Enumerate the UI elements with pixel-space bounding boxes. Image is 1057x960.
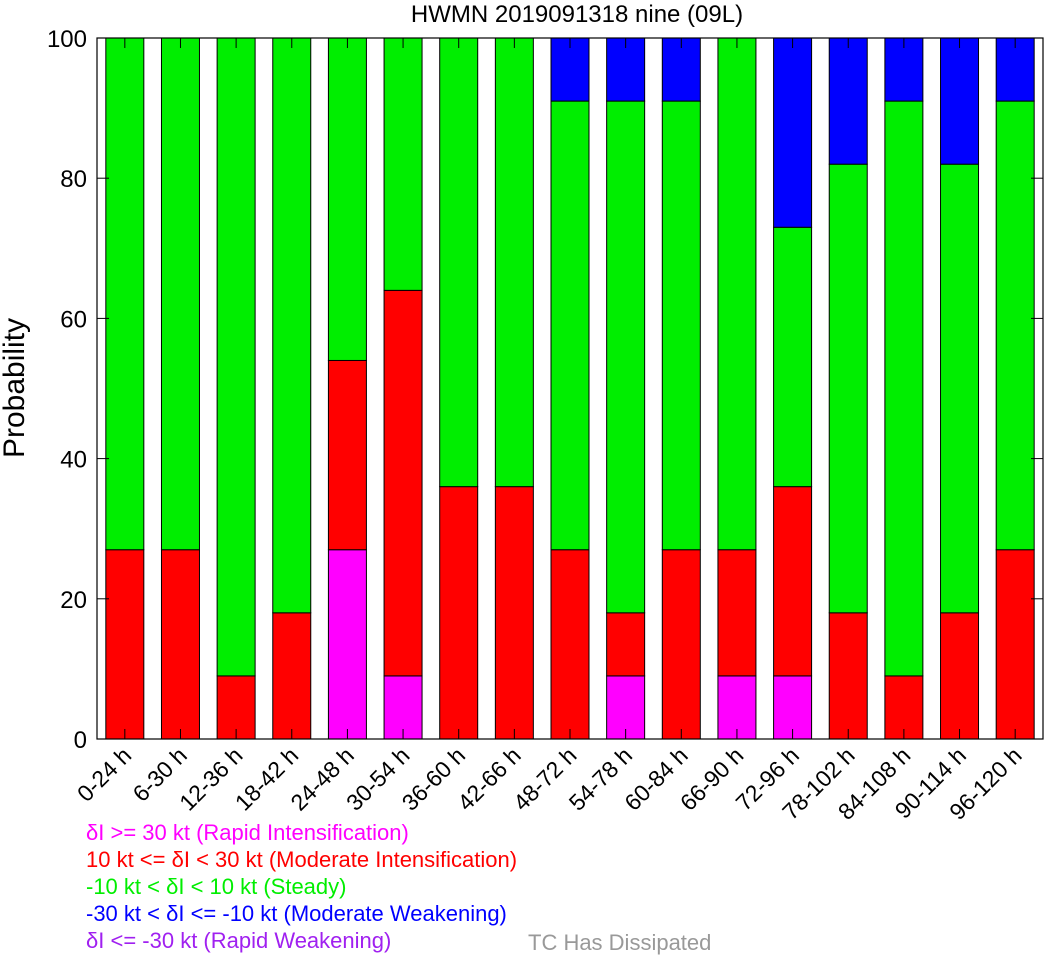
bar-segment-st-1 [160,37,200,551]
bar-segment-mi-2 [216,675,256,740]
bar-segment-mw-15 [940,37,980,165]
bar-segment-st-6 [439,37,479,488]
bar-segment-mi-4 [327,359,367,551]
bar-segment-ri-9 [606,675,646,740]
bar-segment-mw-12 [773,37,813,228]
y-tick-label-3: 60 [60,306,87,333]
legend-entry-mi: 10 kt <= δI < 30 kt (Moderate Intensific… [86,847,518,872]
bar-segment-mi-9 [606,612,646,677]
bar-segment-mi-10 [661,549,701,740]
y-tick-label-2: 40 [60,447,87,474]
bar-segment-st-15 [940,163,980,614]
bar-segment-st-7 [494,37,534,488]
axes-layer [96,37,1044,740]
legend-dissipated: TC Has Dissipated [528,930,712,955]
bar-segment-mi-3 [272,612,312,740]
bar-segment-st-3 [272,37,312,614]
bar-segment-st-4 [327,37,367,361]
bar-segment-st-5 [383,37,423,291]
bars-layer [105,37,1035,740]
bar-segment-mi-0 [105,549,145,740]
legend-entry-ri: δI >= 30 kt (Rapid Intensification) [86,820,409,845]
legend-entry-mw: -30 kt < δI <= -10 kt (Moderate Weakenin… [86,901,507,926]
y-tick-label-0: 0 [74,727,87,754]
bar-segment-st-11 [717,37,757,551]
bar-segment-mi-12 [773,486,813,677]
bar-segment-st-8 [550,100,590,551]
bar-segment-mi-7 [494,486,534,740]
y-tick-label-4: 80 [60,166,87,193]
bar-segment-mi-6 [439,486,479,740]
bar-segment-mw-13 [828,37,868,165]
bar-segment-mi-13 [828,612,868,740]
bar-segment-st-16 [995,100,1035,551]
y-tick-labels: 0 20 40 60 80 100 [47,26,87,754]
y-tick-label-1: 20 [60,587,87,614]
bar-segment-st-14 [884,100,924,677]
bar-segment-st-13 [828,163,868,614]
bar-segment-mi-11 [717,549,757,677]
bar-segment-st-0 [105,37,145,551]
bar-segment-mw-9 [606,37,646,102]
bar-segment-mi-1 [160,549,200,740]
bar-segment-ri-5 [383,675,423,740]
bar-segment-st-9 [606,100,646,614]
bar-segment-ri-12 [773,675,813,740]
y-axis-label: Probability [0,318,31,458]
bar-segment-mi-15 [940,612,980,740]
bar-segment-mw-14 [884,37,924,102]
bar-segment-mi-5 [383,289,423,677]
y-tick-label-5: 100 [47,26,87,53]
bar-segment-ri-4 [327,549,367,740]
bar-segment-st-10 [661,100,701,551]
bar-segment-mi-16 [995,549,1035,740]
bar-segment-st-12 [773,226,813,488]
bar-segment-mi-8 [550,549,590,740]
bar-segment-st-2 [216,37,256,677]
bar-segment-mw-16 [995,37,1035,102]
bar-segment-mw-10 [661,37,701,102]
x-tick-labels: 0-24 h6-30 h12-36 h18-42 h24-48 h30-54 h… [72,742,1027,825]
legend-entry-rw: δI <= -30 kt (Rapid Weakening) [86,928,392,953]
chart-title: HWMN 2019091318 nine (09L) [411,1,743,28]
legend-entry-st: -10 kt < δI < 10 kt (Steady) [86,874,347,899]
